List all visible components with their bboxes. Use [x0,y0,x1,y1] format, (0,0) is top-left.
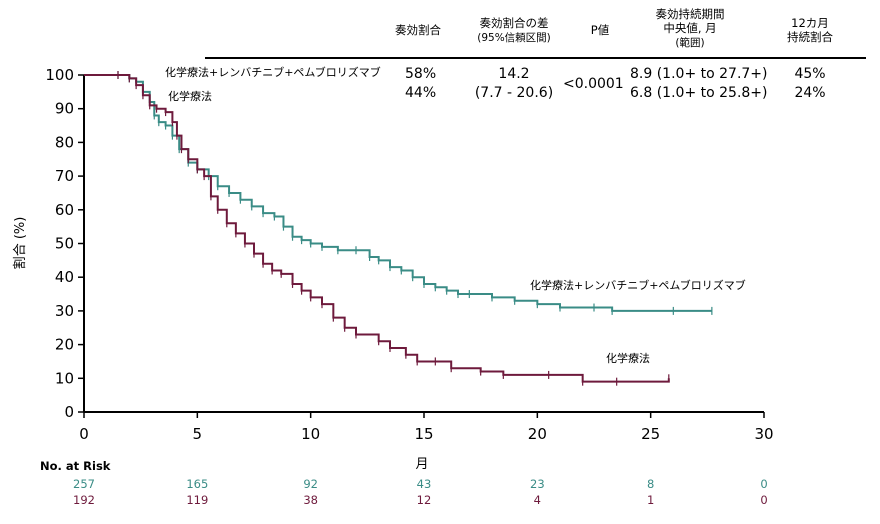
header-diff: 奏効割合の差 [480,16,549,30]
km-curve-series-0 [84,74,712,312]
risk-cell-chemo: 119 [186,493,208,507]
annotation-chemo-upper: 化学療法 [168,89,212,103]
x-tick-label: 30 [754,425,773,443]
risk-table: 257 165 92 43 23 8 0 192 119 38 12 4 1 0 [73,477,768,507]
header-12m: 12カ月 [791,16,829,30]
y-tick-label: 80 [55,133,74,151]
risk-cell-chemo: 12 [417,493,432,507]
risk-title: No. at Risk [40,459,111,473]
row-combo-median: 8.9 (1.0+ to 27.7+) [630,66,768,82]
row-chemo-diff: (7.7 - 20.6) [475,85,553,101]
row-combo-diff: 14.2 [498,66,529,82]
y-tick-label: 90 [55,100,74,118]
risk-cell-combo: 0 [760,477,767,491]
row-combo-12m: 45% [794,66,825,82]
row-combo-label: 化学療法+レンバチニブ+ペムブロリズマブ [165,65,381,79]
risk-cell-chemo: 0 [760,493,767,507]
axes: 0 10 20 30 40 50 60 70 80 90 100 0 5 10 15 20 25 30 [45,66,773,443]
header-pvalue: P値 [591,23,610,37]
annotation-chemo: 化学療法 [606,351,650,365]
y-tick-label: 70 [55,167,74,185]
header-dor-range: (範囲) [675,36,704,49]
x-axis-title: 月 [415,457,428,472]
x-tick-label: 5 [193,425,203,443]
header-dor-median: 中央値, 月 [663,21,716,35]
x-tick-label: 15 [414,425,433,443]
risk-cell-combo: 43 [417,477,432,491]
x-tick-label: 0 [79,425,89,443]
y-tick-label: 50 [55,235,74,253]
row-chemo-rate: 44% [405,85,436,101]
row-chemo-median: 6.8 (1.0+ to 25.8+) [630,85,768,101]
header-diff-ci: (95%信頼区間) [477,32,551,44]
row-combo-rate: 58% [405,66,436,82]
row-pvalue: <0.0001 [563,76,624,92]
risk-cell-chemo: 1 [647,493,654,507]
header-dor: 奏効持続期間 [656,7,725,21]
y-tick-label: 40 [55,268,74,286]
x-tick-label: 25 [641,425,660,443]
header-response-rate: 奏効割合 [395,23,441,37]
risk-cell-combo: 23 [530,477,545,491]
y-tick-label: 20 [55,336,74,354]
y-axis-title: 割合 (%) [12,217,28,270]
risk-cell-combo: 8 [647,477,654,491]
header-12m-rate: 持続割合 [787,30,833,44]
risk-cell-combo: 92 [303,477,318,491]
y-tick-label: 100 [45,66,74,84]
risk-cell-chemo: 38 [303,493,318,507]
x-tick-label: 20 [528,425,547,443]
risk-cell-chemo: 4 [534,493,541,507]
annotation-combo: 化学療法+レンバチニブ+ペムブロリズマブ [530,278,746,292]
row-chemo-12m: 24% [794,85,825,101]
y-tick-label: 60 [55,201,74,219]
risk-cell-chemo: 192 [73,493,95,507]
y-tick-label: 10 [55,369,74,387]
x-tick-label: 10 [301,425,320,443]
risk-cell-combo: 165 [186,477,208,491]
y-tick-label: 0 [64,403,74,421]
y-tick-label: 30 [55,302,74,320]
km-curve-series-1 [84,74,670,383]
risk-cell-combo: 257 [73,477,95,491]
curves [84,71,713,386]
